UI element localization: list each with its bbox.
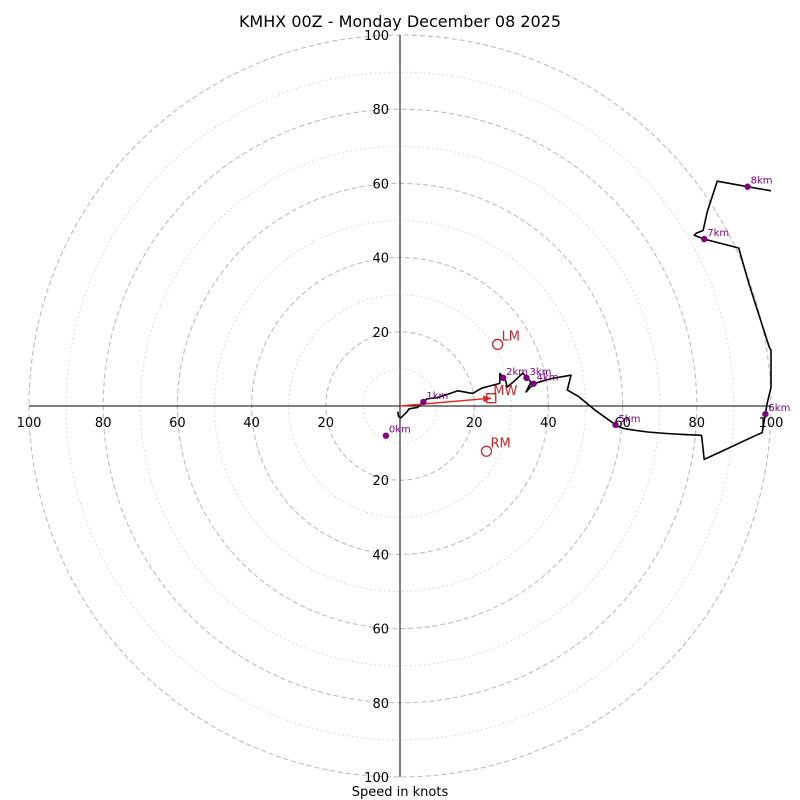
- wind-trace-line: [397, 180, 772, 461]
- chart-title: KMHX 00Z - Monday December 08 2025: [239, 12, 561, 31]
- height-marker-label-6km: 6km: [768, 403, 790, 414]
- storm-motion-group: LM RM MW: [399, 329, 520, 457]
- y-tick-label: 80: [372, 697, 389, 712]
- height-marker-label-3km: 3km: [530, 367, 552, 378]
- height-marker-label-1km: 1km: [426, 391, 448, 402]
- y-tick-label: 100: [364, 771, 389, 786]
- height-marker-1km: [420, 398, 427, 406]
- x-tick-label: 100: [17, 416, 42, 431]
- y-tick-label: 60: [372, 623, 389, 638]
- height-marker-label-7km: 7km: [707, 228, 729, 239]
- x-tick-label: 60: [169, 416, 186, 431]
- x-tick-label: 20: [318, 416, 335, 431]
- height-marker-6km: [762, 410, 769, 418]
- height-marker-label-2km: 2km: [506, 367, 528, 378]
- height-marker-8km: [744, 183, 751, 190]
- height-marker-2km: [499, 374, 507, 382]
- height-marker-5km: [612, 421, 619, 429]
- mw-motion-label: MW: [493, 384, 517, 399]
- y-tick-label: 100: [364, 29, 389, 44]
- x-axis-label: Speed in knots: [352, 785, 449, 800]
- y-tick-label: 80: [372, 103, 389, 118]
- height-marker-label-0km: 0km: [389, 425, 411, 436]
- height-marker-3km: [523, 374, 530, 382]
- lm-motion-label: LM: [502, 329, 520, 344]
- x-tick-label: 40: [540, 416, 557, 431]
- y-tick-label: 40: [372, 252, 389, 267]
- rm-motion-marker: [480, 445, 493, 457]
- x-tick-label: 80: [689, 416, 706, 431]
- lm-motion-marker: [491, 338, 504, 351]
- x-tick-label: 40: [243, 416, 260, 431]
- mean-wind-arrow-shaft: [399, 397, 492, 407]
- mw-motion-marker: [486, 393, 497, 404]
- tick-labels: 100 80 60 40 20 20 40 60 80 100100806040202040608…: [17, 29, 784, 786]
- height-marker-7km: [701, 235, 708, 243]
- wind-trace-group: [397, 180, 772, 461]
- x-tick-label: 80: [95, 416, 112, 431]
- y-tick-label: 20: [372, 326, 389, 341]
- rm-motion-label: RM: [490, 436, 510, 451]
- height-marker-4km: [530, 380, 537, 387]
- y-tick-label: 60: [372, 177, 389, 192]
- height-marker-label-4km: 4km: [537, 373, 559, 384]
- height-marker-label-5km: 5km: [619, 414, 641, 425]
- y-tick-label: 40: [372, 548, 389, 563]
- height-marker-0km: [382, 432, 390, 439]
- height-marker-label-8km: 8km: [751, 176, 773, 187]
- x-tick-label: 20: [466, 416, 483, 431]
- y-tick-label: 20: [372, 474, 389, 489]
